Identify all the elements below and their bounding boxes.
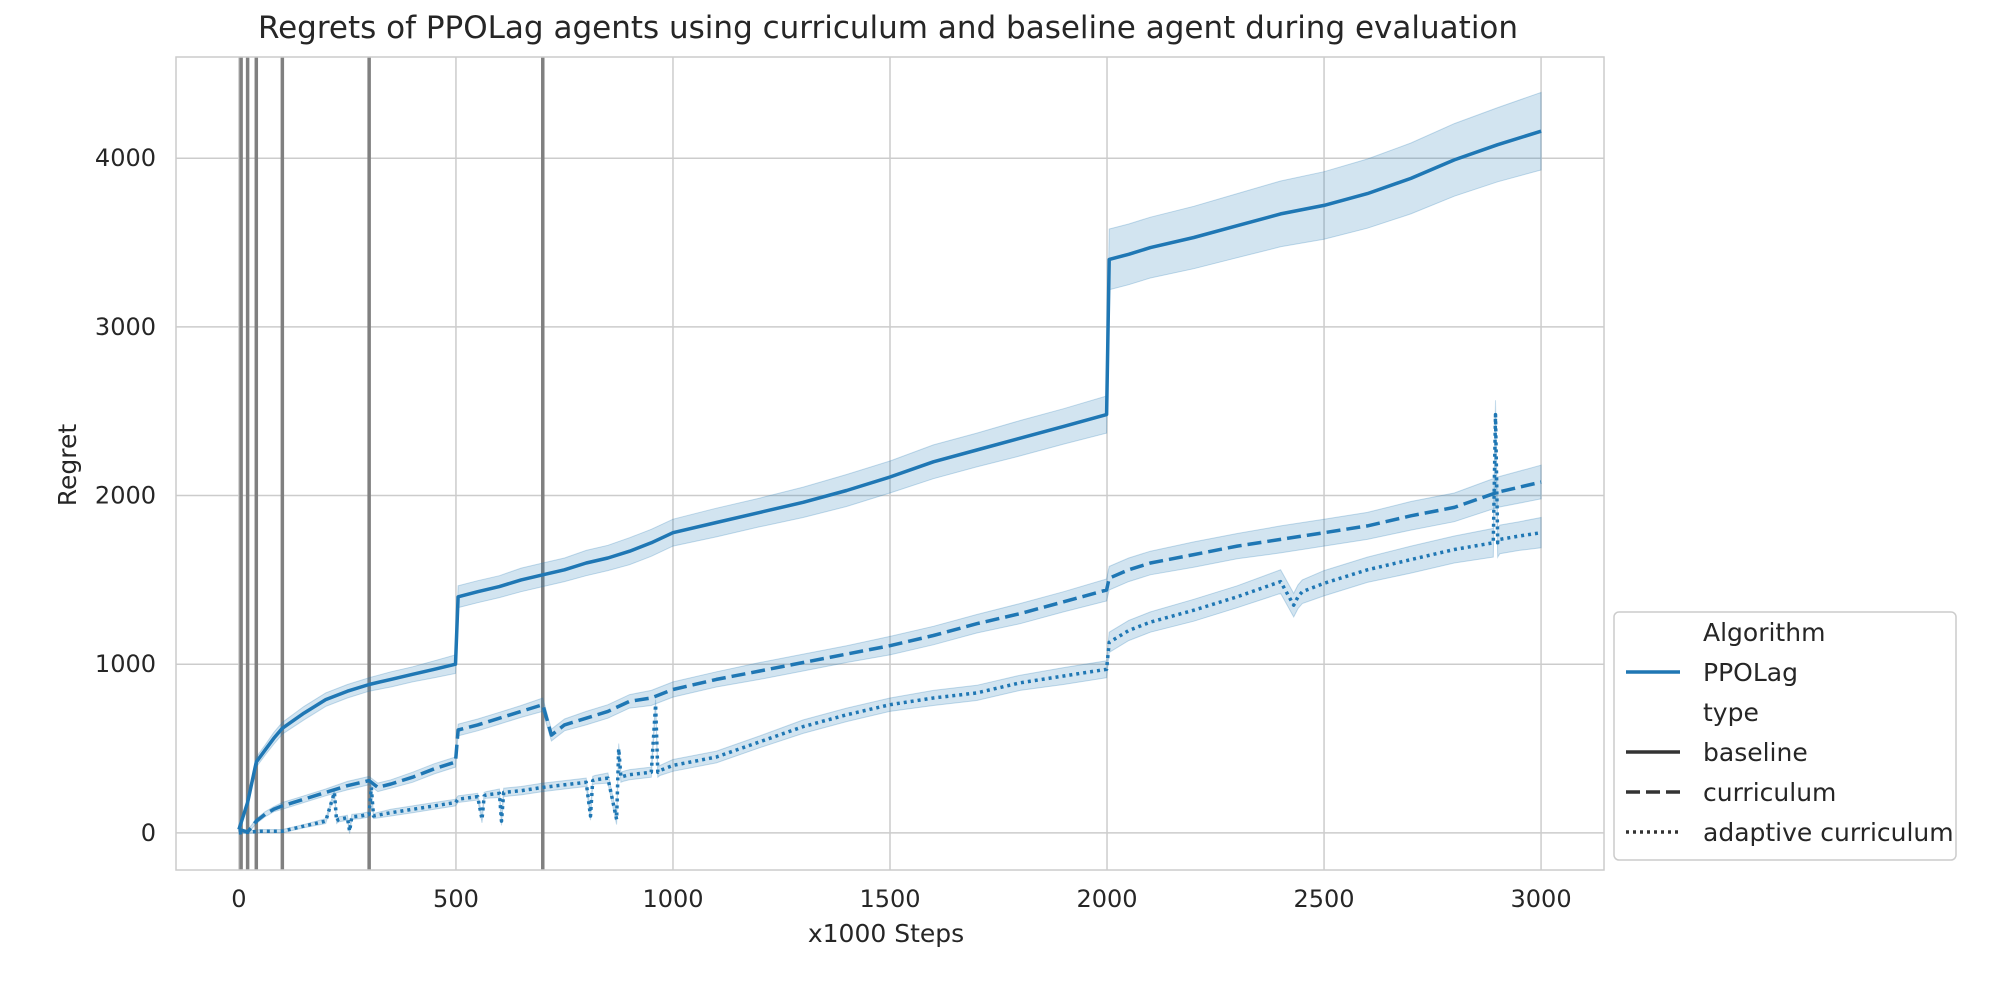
legend-entry-adaptive-curriculum: adaptive curriculum: [1703, 818, 1954, 847]
legend: Algorithm PPOLag type baseline curriculu…: [1613, 611, 1957, 861]
x-tick-label: 1500: [859, 885, 920, 913]
legend-hue-title: Algorithm: [1703, 618, 1825, 647]
legend-frame: [1613, 611, 1957, 861]
y-tick-label: 1000: [95, 650, 156, 678]
legend-style-title: type: [1703, 698, 1759, 727]
legend-entry-curriculum: curriculum: [1703, 778, 1836, 807]
y-tick-label: 2000: [95, 482, 156, 510]
y-tick-label: 4000: [95, 144, 156, 172]
y-axis-title: Regret: [53, 424, 82, 507]
x-axis-ticks: 0 500 1000 1500 2000 2500 3000: [231, 885, 1571, 913]
y-tick-label: 3000: [95, 313, 156, 341]
x-tick-label: 3000: [1511, 885, 1572, 913]
band-baseline: [238, 91, 1542, 832]
x-tick-label: 2000: [1076, 885, 1137, 913]
chart-title: Regrets of PPOLag agents using curriculu…: [258, 10, 1518, 46]
vertical-markers: [239, 57, 545, 870]
x-tick-label: 2500: [1294, 885, 1355, 913]
plot-frame: [175, 56, 1605, 871]
x-tick-label: 1000: [642, 885, 703, 913]
y-axis-ticks: 0 1000 2000 3000 4000: [95, 144, 156, 847]
y-tick-label: 0: [141, 819, 156, 847]
legend-entry-baseline: baseline: [1703, 738, 1808, 767]
plot-area: [175, 56, 1605, 871]
band-curriculum: [238, 464, 1542, 835]
series-lines: [237, 129, 1542, 835]
line-curriculum: [238, 480, 1542, 834]
gridlines: [176, 57, 1604, 870]
x-tick-label: 500: [433, 885, 479, 913]
x-tick-label: 0: [231, 885, 246, 913]
legend-entry-ppolag: PPOLag: [1703, 658, 1798, 687]
x-axis-title: x1000 Steps: [808, 919, 964, 948]
line-baseline: [237, 129, 1542, 831]
